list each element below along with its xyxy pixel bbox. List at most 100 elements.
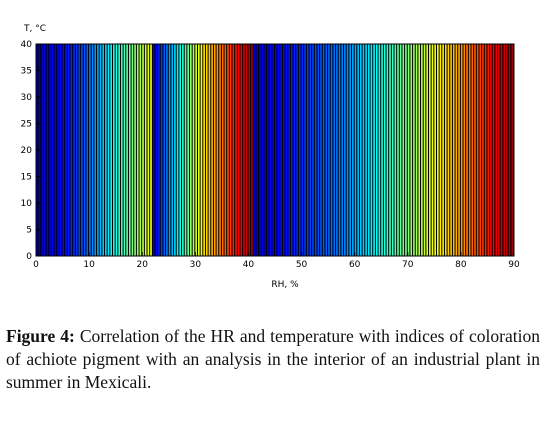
heatmap-stripe (402, 44, 405, 256)
heatmap-stripe (59, 44, 62, 256)
heatmap-stripe (97, 44, 99, 256)
heatmap-stripe (436, 44, 439, 256)
heatmap-stripe (468, 44, 471, 256)
heatmap-stripe (197, 44, 200, 256)
caption-text: Correlation of the HR and temperature wi… (6, 326, 540, 392)
heatmap-stripe (277, 44, 280, 256)
heatmap-stripe (259, 44, 261, 256)
heatmap-stripe (314, 44, 317, 256)
heatmap-stripe (434, 44, 436, 256)
heatmap-stripe (333, 44, 336, 256)
heatmap-stripe (312, 44, 314, 256)
heatmap-stripe (171, 44, 174, 256)
x-tick-label: 40 (243, 260, 255, 270)
heatmap-stripe (479, 44, 482, 256)
heatmap-stripe (139, 44, 142, 256)
heatmap-stripe (89, 44, 91, 256)
heatmap-stripe (328, 44, 330, 256)
heatmap-stripe (83, 44, 86, 256)
heatmap-stripe (243, 44, 245, 256)
heatmap-stripe (423, 44, 426, 256)
heatmap-stripe (463, 44, 466, 256)
heatmap-stripe (367, 44, 370, 256)
heatmap-stripe (391, 44, 394, 256)
x-tick-label: 30 (190, 260, 202, 270)
heatmap-stripe (413, 44, 415, 256)
heatmap-stripe (474, 44, 476, 256)
heatmap-stripe (179, 44, 182, 256)
heatmap-stripe (429, 44, 431, 256)
heatmap-stripe (65, 44, 67, 256)
heatmap-stripe (253, 44, 256, 256)
heatmap-stripe (439, 44, 442, 256)
heatmap-stripe (506, 44, 508, 256)
heatmap-stripe (349, 44, 352, 256)
heatmap-stripe (245, 44, 248, 256)
heatmap-stripe (346, 44, 349, 256)
y-axis-label: T, °C (23, 24, 46, 34)
heatmap-stripe (107, 44, 110, 256)
heatmap-stripe (78, 44, 81, 256)
x-tick-label: 10 (83, 260, 95, 270)
heatmap-stripe (490, 44, 492, 256)
heatmap-stripe (359, 44, 362, 256)
heatmap-stripe (195, 44, 197, 256)
heatmap-stripe (99, 44, 102, 256)
heatmap-stripe (280, 44, 282, 256)
heatmap-stripe (460, 44, 463, 256)
heatmap-stripe (317, 44, 320, 256)
heatmap-stripe (410, 44, 413, 256)
heatmap-stripe (442, 44, 444, 256)
heatmap-stripe (288, 44, 290, 256)
x-tick-label: 60 (349, 260, 361, 270)
heatmap-stripe (115, 44, 118, 256)
chart: 0 10 20 30 40 50 60 70 80 90 0 5 10 15 20 25 30 35 40 T, … (21, 24, 520, 290)
y-tick-label: 35 (21, 67, 32, 77)
heatmap-stripe (110, 44, 113, 256)
heatmap-stripe (492, 44, 495, 256)
heatmap-stripe (354, 44, 357, 256)
heatmap-stripe (338, 44, 341, 256)
heatmap-stripe (73, 44, 75, 256)
y-tick-label: 0 (26, 252, 32, 262)
heatmap-stripe (131, 44, 134, 256)
heatmap-stripe (187, 44, 190, 256)
heatmap-stripe (476, 44, 479, 256)
heatmap-stripe (421, 44, 423, 256)
heatmap-stripe (118, 44, 120, 256)
heatmap-stripe (357, 44, 359, 256)
heatmap-stripe (503, 44, 506, 256)
heatmap-stripe (134, 44, 136, 256)
heatmap-stripe (397, 44, 399, 256)
heatmap-stripe (46, 44, 49, 256)
heatmap-stripe (378, 44, 381, 256)
heatmap-stripe (166, 44, 168, 256)
heatmap-stripe (431, 44, 434, 256)
heatmap-stripe (370, 44, 373, 256)
heatmap-stripe (219, 44, 221, 256)
heatmap-stripe (41, 44, 43, 256)
heatmap-stripe (375, 44, 378, 256)
heatmap-stripe (75, 44, 78, 256)
heatmap-stripe (330, 44, 333, 256)
heatmap-stripe (152, 44, 155, 256)
heatmap-stripe (203, 44, 205, 256)
heatmap-stripe (495, 44, 498, 256)
x-tick-label: 80 (455, 260, 467, 270)
heatmap-stripe (452, 44, 455, 256)
heatmap-stripe (309, 44, 312, 256)
heatmap-stripe (511, 44, 513, 256)
heatmap-stripe (399, 44, 402, 256)
heatmap-stripe (407, 44, 410, 256)
heatmap-stripe (113, 44, 115, 256)
heatmap-stripe (62, 44, 65, 256)
heatmap-stripe (455, 44, 458, 256)
heatmap-stripe (447, 44, 450, 256)
heatmap-stripe (471, 44, 474, 256)
heatmap-stripe (482, 44, 484, 256)
heatmap-stripe (67, 44, 70, 256)
heatmap-stripe (320, 44, 322, 256)
heatmap-stripe (352, 44, 354, 256)
heatmap-stripe (227, 44, 229, 256)
heatmap-stripe (126, 44, 128, 256)
